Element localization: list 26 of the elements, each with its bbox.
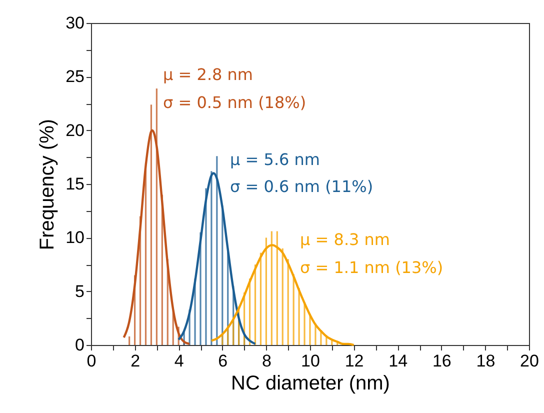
x-tick-label: 8 xyxy=(262,352,272,370)
x-tick-label: 18 xyxy=(476,352,496,370)
x-tick-label: 6 xyxy=(218,352,228,370)
y-tick-label: 5 xyxy=(75,282,84,301)
x-tick-label: 2 xyxy=(130,352,140,370)
y-tick-label: 20 xyxy=(66,120,84,140)
annotation: σ = 0.6 nm (11%) xyxy=(230,177,374,196)
x-tick-label: 4 xyxy=(174,352,184,370)
annotation: μ = 2.8 nm xyxy=(163,65,254,84)
x-tick-label: 16 xyxy=(432,352,452,370)
x-tick-label: 20 xyxy=(520,352,539,370)
y-tick-label: 15 xyxy=(66,174,84,194)
y-tick-label: 30 xyxy=(66,14,84,32)
y-tick-label: 10 xyxy=(66,228,84,248)
y-tick-label: 0 xyxy=(75,336,84,354)
annotation: μ = 5.6 nm xyxy=(230,150,320,169)
y-axis-title: Frequency (%) xyxy=(36,118,59,250)
x-axis-title: NC diameter (nm) xyxy=(231,372,390,394)
annotation: σ = 1.1 nm (13%) xyxy=(300,258,444,277)
x-tick-label: 10 xyxy=(301,352,320,370)
annotation: σ = 0.5 nm (18%) xyxy=(163,93,306,112)
x-tick-label: 0 xyxy=(86,352,96,370)
annotation: μ = 8.3 nm xyxy=(300,230,390,249)
x-tick-label: 14 xyxy=(388,352,408,370)
x-tick-label: 12 xyxy=(344,352,364,370)
y-tick-label: 25 xyxy=(66,67,84,86)
